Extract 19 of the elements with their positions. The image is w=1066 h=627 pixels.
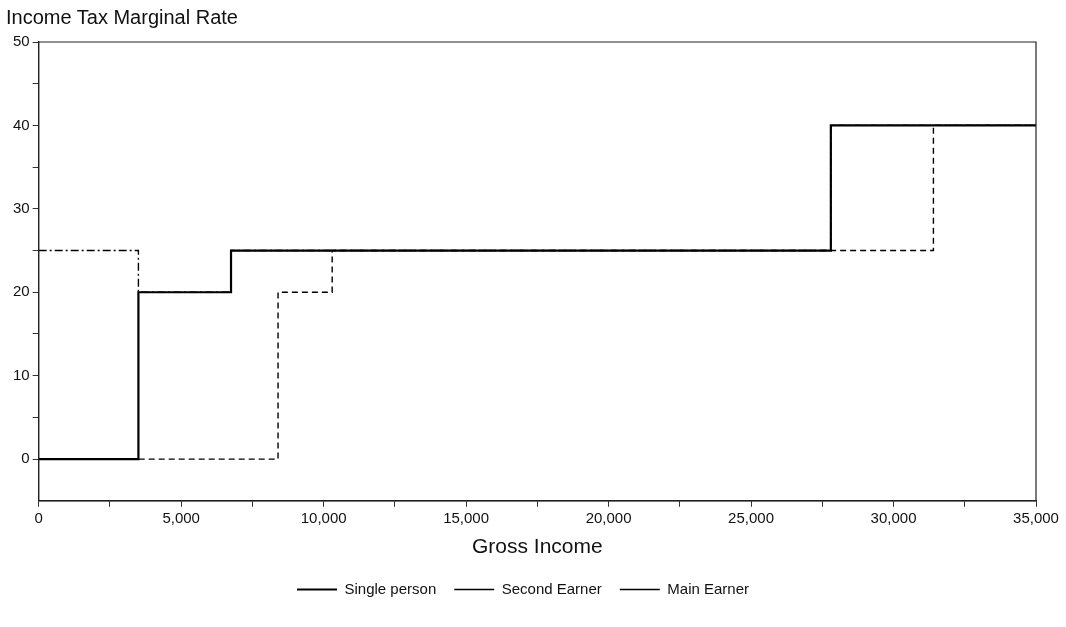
x-tick-label: 15,000 [443, 508, 490, 526]
y-tick-label: 50 [13, 32, 30, 50]
x-tick-label: 30,000 [870, 508, 917, 526]
y-tick-label: 40 [13, 115, 30, 133]
x-tick-label: 10,000 [300, 508, 347, 526]
legend-label: Main Earner [667, 579, 749, 597]
x-tick-label: 5,000 [162, 508, 200, 526]
x-tick-label: 0 [34, 508, 43, 526]
legend-label: Second Earner [501, 579, 602, 597]
y-tick-label: 30 [13, 198, 30, 216]
chart-title: Income Tax Marginal Rate [6, 6, 238, 29]
x-tick-label: 25,000 [728, 508, 774, 526]
x-tick-label: 20,000 [585, 508, 632, 526]
y-tick-label: 20 [13, 282, 30, 300]
x-axis-title: Gross Income [471, 534, 603, 558]
legend-label: Single person [344, 579, 437, 597]
y-tick-label: 0 [21, 449, 30, 467]
x-tick-label: 35,000 [1013, 508, 1059, 526]
y-tick-label: 10 [13, 365, 30, 383]
